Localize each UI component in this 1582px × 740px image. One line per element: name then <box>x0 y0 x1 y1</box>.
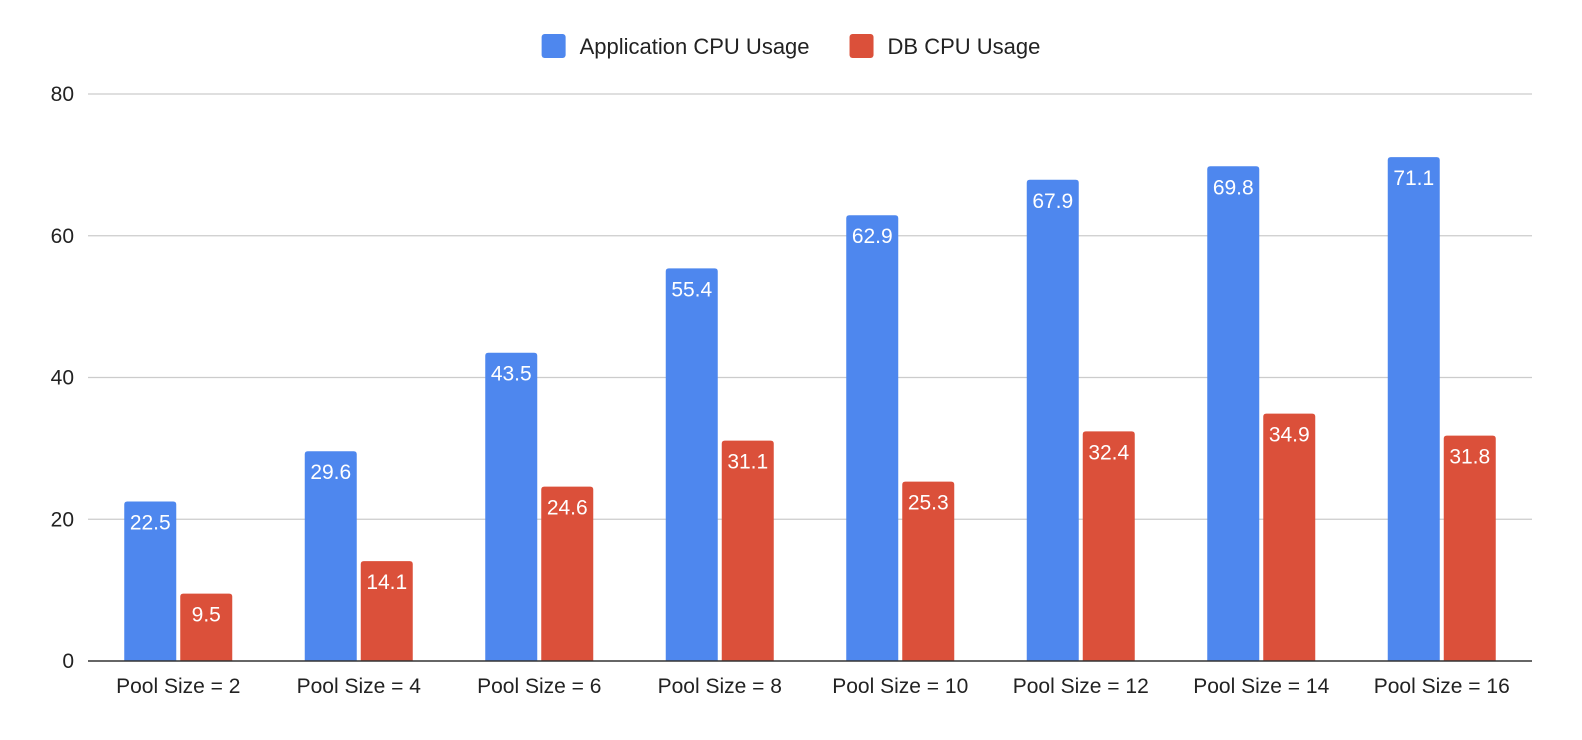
data-label: 67.9 <box>1032 190 1073 213</box>
data-label: 14.1 <box>366 571 407 594</box>
x-tick-label: Pool Size = 14 <box>1193 675 1329 698</box>
data-label: 9.5 <box>192 604 221 627</box>
data-label: 31.8 <box>1449 446 1490 469</box>
y-tick-label: 80 <box>51 83 74 106</box>
data-label: 43.5 <box>491 363 532 386</box>
x-tick-label: Pool Size = 6 <box>477 675 601 698</box>
legend-item: Application CPU Usage <box>541 34 810 59</box>
bar <box>1207 166 1260 662</box>
bar <box>1387 157 1440 662</box>
bars: 22.5 9.5 29.6 14.1 43.5 24.6 55.4 31.1 62.9 25.3 6… <box>124 157 1496 662</box>
data-label: 25.3 <box>908 492 949 515</box>
data-label: 69.8 <box>1213 176 1254 199</box>
x-tick-label: Pool Size = 16 <box>1374 675 1510 698</box>
gridlines <box>88 93 1532 520</box>
legend-label: Application CPU Usage <box>580 34 810 59</box>
bar <box>1082 431 1135 661</box>
data-label: 55.4 <box>671 278 712 301</box>
y-tick-label: 0 <box>62 650 74 673</box>
legend-swatch <box>541 34 566 58</box>
bar <box>665 268 718 661</box>
bar <box>180 593 233 661</box>
y-tick-label: 40 <box>51 367 74 390</box>
legend: Application CPU Usage DB CPU Usage <box>541 34 1041 59</box>
y-tick-label: 20 <box>51 508 74 531</box>
x-tick-label: Pool Size = 12 <box>1013 675 1149 698</box>
x-tick-label: Pool Size = 4 <box>297 675 422 698</box>
data-label: 71.1 <box>1393 167 1434 190</box>
data-label: 24.6 <box>547 497 588 520</box>
data-label: 34.9 <box>1269 424 1310 447</box>
bar <box>485 352 538 661</box>
bar <box>360 561 413 661</box>
bar <box>304 451 357 661</box>
x-tick-label: Pool Size = 10 <box>832 675 968 698</box>
x-axis: Pool Size = 2 Pool Size = 4 Pool Size = 6 P… <box>116 675 1510 698</box>
legend-swatch <box>849 34 874 58</box>
bar <box>902 481 955 661</box>
bar <box>1443 435 1496 661</box>
legend-label: DB CPU Usage <box>888 34 1041 59</box>
data-label: 62.9 <box>852 225 893 248</box>
bar <box>541 486 594 661</box>
data-label: 31.1 <box>727 451 768 474</box>
x-tick-label: Pool Size = 2 <box>116 675 240 698</box>
x-tick-label: Pool Size = 8 <box>658 675 782 698</box>
data-label: 22.5 <box>130 512 171 535</box>
bar <box>1263 413 1316 661</box>
data-label: 29.6 <box>310 461 351 484</box>
y-axis: 0 20 40 60 80 <box>51 83 74 673</box>
y-tick-label: 60 <box>51 225 74 248</box>
bar <box>1026 179 1079 662</box>
data-label: 32.4 <box>1088 441 1129 464</box>
bar <box>721 440 774 661</box>
bar <box>846 215 899 662</box>
legend-item: DB CPU Usage <box>849 34 1041 59</box>
bar <box>124 501 177 661</box>
